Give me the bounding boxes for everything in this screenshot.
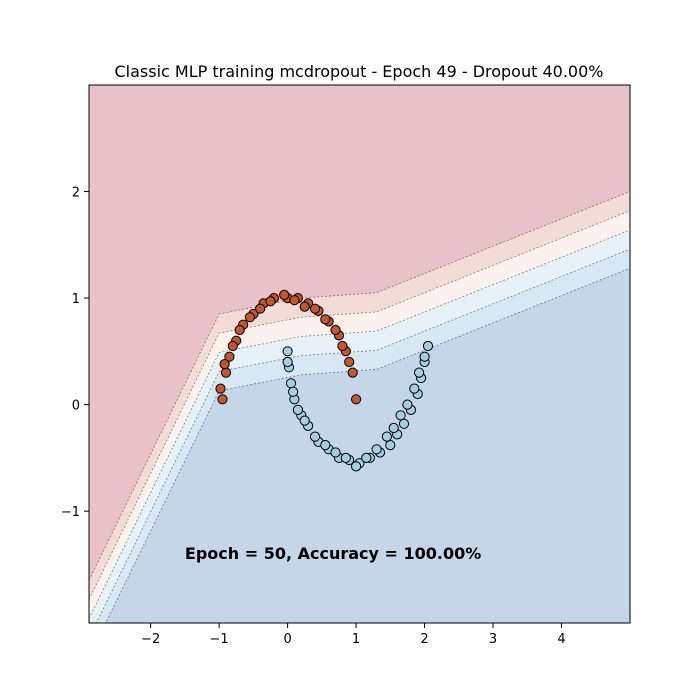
point-upper_moon-24 bbox=[279, 289, 290, 300]
point-upper_moon-16 bbox=[351, 394, 362, 405]
x-tick-label-0: 0 bbox=[283, 632, 291, 647]
point-lower_moon-15 bbox=[398, 418, 410, 429]
chart-title: Classic MLP training mcdropout - Epoch 4… bbox=[115, 62, 604, 81]
point-upper_moon-29 bbox=[330, 324, 341, 336]
point-upper_moon-26 bbox=[299, 301, 310, 312]
point-upper_moon-20 bbox=[234, 324, 245, 336]
point-upper_moon-28 bbox=[320, 314, 331, 325]
point-lower_moon-20 bbox=[422, 340, 434, 352]
plot-area bbox=[89, 85, 630, 623]
point-upper_moon-21 bbox=[244, 312, 255, 323]
point-upper_moon-0 bbox=[217, 394, 228, 405]
point-lower_moon-26 bbox=[320, 440, 331, 451]
point-lower_moon-25 bbox=[309, 431, 321, 442]
y-tick-label-2: 2 bbox=[72, 186, 80, 201]
point-upper_moon-23 bbox=[265, 296, 276, 307]
point-upper_moon-30 bbox=[337, 340, 348, 352]
x-tick-label-2: 2 bbox=[420, 632, 428, 647]
scatter-points bbox=[215, 289, 434, 472]
point-upper_moon-15 bbox=[347, 367, 358, 378]
accuracy-annotation: Epoch = 50, Accuracy = 100.00% bbox=[185, 544, 481, 563]
point-lower_moon-2 bbox=[285, 378, 297, 389]
decision-regions bbox=[89, 85, 630, 623]
point-upper_moon-27 bbox=[309, 303, 321, 314]
point-lower_moon-32 bbox=[381, 431, 392, 442]
y-tick-label-1: 1 bbox=[72, 292, 80, 307]
point-lower_moon-22 bbox=[288, 386, 299, 397]
point-lower_moon-30 bbox=[361, 452, 372, 463]
contour-line-2 bbox=[89, 210, 630, 600]
point-lower_moon-35 bbox=[402, 399, 413, 410]
point-lower_moon-29 bbox=[351, 461, 362, 472]
point-lower_moon-13 bbox=[385, 440, 396, 451]
point-lower_moon-23 bbox=[292, 404, 303, 415]
point-upper_moon-2 bbox=[224, 351, 235, 362]
point-upper_moon-18 bbox=[219, 359, 230, 370]
contour-line-3 bbox=[89, 229, 630, 619]
point-lower_moon-27 bbox=[330, 447, 341, 458]
axes-frame bbox=[88, 84, 631, 624]
point-upper_moon-22 bbox=[255, 303, 266, 314]
y-tick-label-0: 0 bbox=[72, 399, 80, 414]
point-lower_moon-37 bbox=[414, 367, 425, 378]
y-axis: −1 0 1 2 bbox=[61, 186, 89, 520]
point-lower_moon-36 bbox=[409, 383, 420, 394]
point-lower_moon-31 bbox=[371, 444, 382, 455]
point-lower_moon-33 bbox=[388, 422, 399, 434]
point-lower_moon-34 bbox=[395, 410, 406, 421]
x-tick-label-3: 3 bbox=[489, 632, 497, 647]
point-upper_moon-31 bbox=[344, 356, 355, 368]
point-lower_moon-0 bbox=[282, 346, 293, 357]
x-axis: −2 −1 0 1 2 3 4 bbox=[141, 623, 566, 647]
x-tick-label--2: −2 bbox=[141, 632, 160, 647]
contour-line-5 bbox=[105, 267, 630, 623]
point-upper_moon-19 bbox=[227, 340, 238, 352]
point-lower_moon-24 bbox=[299, 415, 310, 426]
y-tick-label--1: −1 bbox=[61, 505, 80, 520]
x-tick-label--1: −1 bbox=[210, 632, 229, 647]
contour-line-4 bbox=[95, 248, 630, 623]
point-upper_moon-25 bbox=[289, 295, 300, 306]
point-upper_moon-1 bbox=[220, 367, 232, 378]
x-tick-label-4: 4 bbox=[557, 632, 565, 647]
region-band-5 bbox=[105, 268, 630, 623]
point-lower_moon-28 bbox=[340, 452, 351, 463]
point-upper_moon-17 bbox=[215, 383, 226, 394]
point-lower_moon-38 bbox=[419, 351, 430, 362]
point-lower_moon-21 bbox=[282, 356, 293, 368]
x-tick-label-1: 1 bbox=[352, 632, 360, 647]
